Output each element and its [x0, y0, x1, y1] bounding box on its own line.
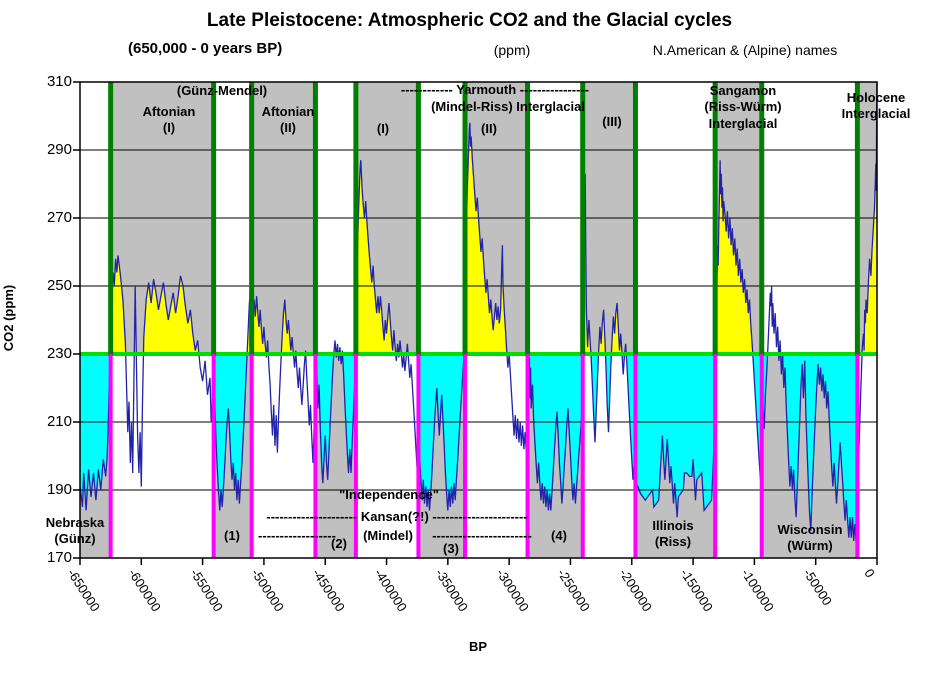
y-tick-label: 230 [46, 345, 72, 362]
label-k1-dashes: ------------------ [258, 528, 336, 543]
co2-fill-below-230 [582, 354, 636, 484]
y-tick-label: 270 [46, 209, 72, 226]
co2-fill-above-230 [418, 299, 465, 354]
label-independence: "Independence" [339, 487, 439, 502]
y-tick-label: 310 [46, 73, 72, 90]
x-axis-title: BP [468, 639, 488, 654]
label-yarmouth: ------------ Yarmouth ---------------- [400, 82, 590, 97]
label-yarmouth-1-num: (I) [376, 121, 390, 136]
label-mindel: (Mindel) [363, 528, 413, 543]
co2-fill-below-230 [635, 354, 716, 518]
co2-fill-above-230 [251, 296, 316, 354]
co2-fill-above-230 [213, 286, 252, 354]
naming-convention-note: N.American & (Alpine) names [652, 42, 838, 58]
y-tick-label: 250 [46, 277, 72, 294]
chart-subtitle: (650,000 - 0 years BP) [128, 40, 283, 57]
co2-fill-below-230 [315, 354, 356, 484]
label-sangamon: Sangamon (Riss-Würm) Interglacial [704, 83, 782, 131]
label-aftonian-2: Aftonian (II) [261, 104, 315, 136]
y-tick-label: 290 [46, 141, 72, 158]
label-k4: (4) [551, 528, 567, 543]
plot-border [79, 81, 878, 559]
ppm-unit-note: (ppm) [493, 42, 531, 58]
label-yarmouth-2-num: (II) [481, 121, 497, 136]
y-tick-label: 210 [46, 413, 72, 430]
y-tick-label: 170 [46, 549, 72, 566]
co2-fill-below-230 [715, 354, 762, 480]
label-illinois: Illinois (Riss) [652, 518, 694, 550]
label-k3: (3) [443, 541, 459, 556]
co2-fill-above-230 [110, 255, 214, 354]
co2-fill-below-230 [761, 354, 858, 545]
label-yarmouth-3-num: (III) [602, 114, 622, 129]
co2-fill-above-230 [465, 122, 528, 354]
label-k1: (1) [224, 528, 240, 543]
label-k4-dashes: ----------------------- [432, 528, 532, 543]
co2-fill-above-230 [80, 326, 111, 354]
label-mindel-riss: (Mindel-Riss) Interglacial [431, 99, 585, 114]
label-kansan: --------------------- Kansan(?!) -------… [266, 509, 528, 524]
label-wisconsin: Wisconsin (Würm) [777, 522, 843, 554]
label-holocene: Holocene Interglacial [841, 90, 911, 122]
co2-fill-above-230 [355, 160, 419, 354]
co2-fill-below-230 [213, 354, 252, 511]
label-aftonian-1: Aftonian (I) [142, 104, 196, 136]
label-gunz-mendel: (Günz-Mendel) [176, 83, 268, 98]
co2-fill-below-230 [80, 354, 111, 511]
y-tick-label: 190 [46, 481, 72, 498]
label-k2: (2) [331, 536, 347, 551]
co2-fill-above-230 [715, 160, 762, 354]
label-nebraska: Nebraska (Günz) [45, 515, 105, 547]
co2-fill-below-230 [418, 354, 465, 511]
chart-title: Late Pleistocene: Atmospheric CO2 and th… [206, 10, 733, 31]
